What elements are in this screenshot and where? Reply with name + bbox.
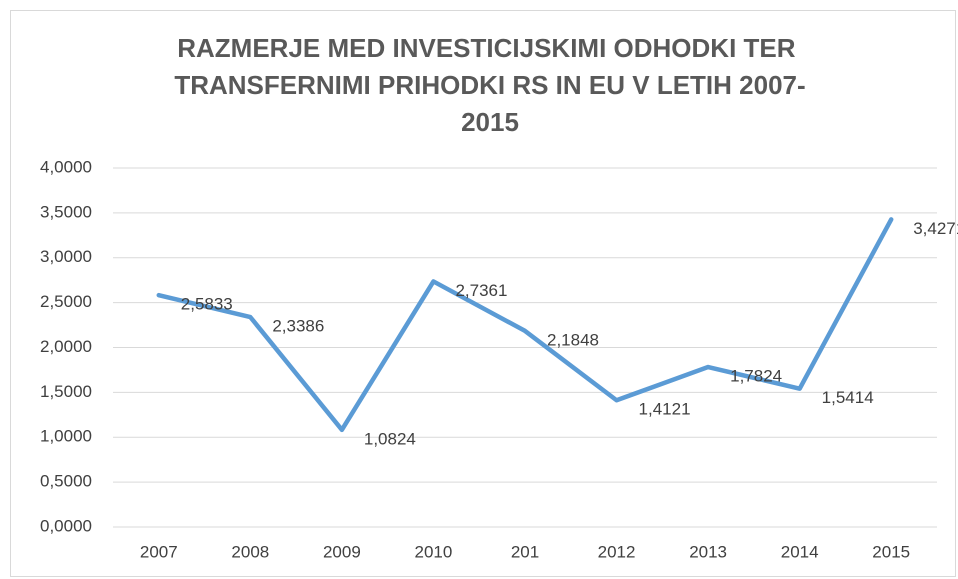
data-label: 1,7824 [730,367,782,386]
data-label: 2,1848 [547,330,599,349]
x-tick-label: 2009 [323,542,361,561]
data-label: 2,5833 [181,295,233,314]
x-tick-label: 2007 [140,542,178,561]
x-tick-label: 2008 [231,542,269,561]
y-tick-label: 1,0000 [40,427,92,446]
x-tick-label: 2013 [689,542,727,561]
data-label: 1,0824 [364,429,416,448]
x-tick-label: 2015 [872,542,910,561]
x-tick-label: 2014 [781,542,819,561]
y-tick-label: 4,0000 [40,157,92,176]
x-tick-label: 2010 [415,542,453,561]
x-tick-label: 201 [511,542,539,561]
y-tick-label: 3,5000 [40,202,92,221]
y-tick-label: 2,5000 [40,292,92,311]
x-tick-label: 2012 [598,542,636,561]
y-tick-label: 0,5000 [40,472,92,491]
y-tick-label: 0,0000 [40,516,92,535]
data-label: 1,5414 [822,388,874,407]
data-label: 3,4271 [913,219,958,238]
y-tick-label: 2,0000 [40,337,92,356]
data-label: 2,3386 [272,317,324,336]
data-label: 1,4121 [639,400,691,419]
y-tick-label: 3,0000 [40,247,92,266]
chart-title: RAZMERJE MED INVESTICIJSKIMI ODHODKI TER… [174,33,805,137]
line-series [156,217,894,433]
data-label: 2,7361 [455,281,507,300]
y-tick-label: 1,5000 [40,382,92,401]
